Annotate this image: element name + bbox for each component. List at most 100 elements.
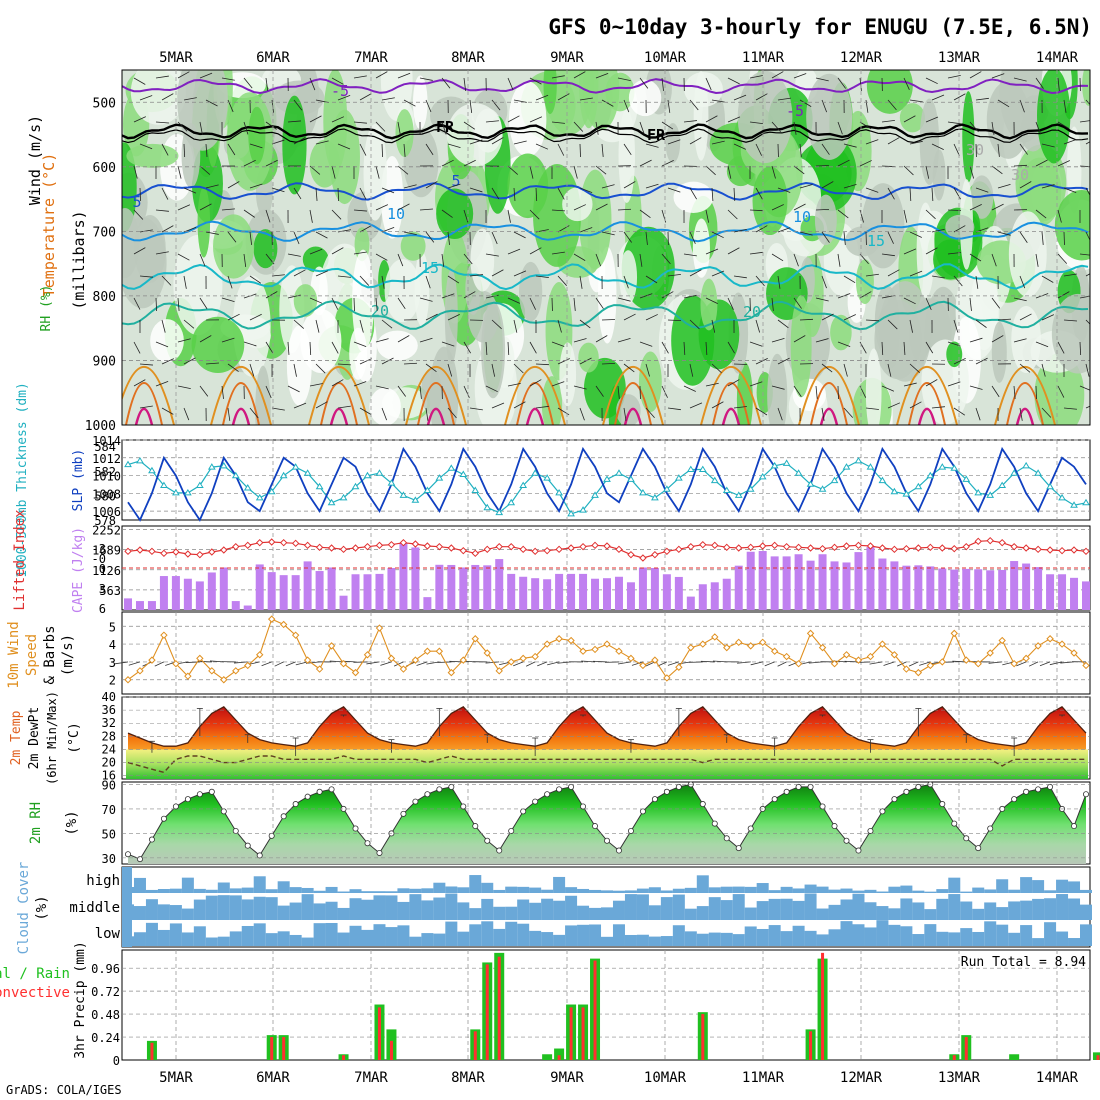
thickness-point <box>866 463 875 470</box>
wind-barb <box>491 187 500 200</box>
wind-barb <box>931 187 934 201</box>
cape-bar <box>591 578 600 610</box>
li-point <box>459 546 468 555</box>
cloud-cover-bar <box>900 898 913 920</box>
wind-barb <box>557 143 565 156</box>
wind-barb <box>887 137 900 145</box>
li-point <box>232 542 240 551</box>
cape-bar <box>579 573 588 610</box>
wind-barb <box>309 248 323 255</box>
wind-barb <box>667 187 681 193</box>
wind-barb <box>205 231 219 235</box>
wind-barb <box>315 270 329 277</box>
thickness-point <box>674 474 683 481</box>
wind-barb <box>705 248 719 255</box>
rh-point <box>424 791 431 798</box>
wind-barb <box>227 181 240 189</box>
wind10m-point <box>423 647 432 655</box>
cape-bar <box>411 547 420 610</box>
cloud-cover-bar <box>265 889 278 893</box>
wind-barb <box>535 94 549 101</box>
cloud-cover-bar <box>409 936 422 946</box>
li-point <box>770 541 779 550</box>
wind10m-point <box>375 624 384 632</box>
wind-barb <box>755 319 761 333</box>
wind-barb <box>865 139 879 145</box>
wind-barb <box>705 209 710 223</box>
li-point <box>196 550 204 559</box>
wind10m-barb <box>557 661 572 664</box>
thickness-point <box>375 469 384 476</box>
cloud-cover-bar <box>660 890 673 893</box>
wind-barb <box>293 269 306 277</box>
li-point <box>351 544 360 552</box>
isotherm <box>122 123 1089 140</box>
cape-bar <box>495 559 504 610</box>
wind10m-point <box>256 651 264 659</box>
wind-barb <box>535 275 549 279</box>
wind-barb <box>821 143 830 155</box>
cloud-cover-bar <box>948 932 961 946</box>
cloud-cover-bar <box>828 929 841 946</box>
wind-barb <box>991 165 1003 175</box>
cloud-cover-bar <box>972 931 985 946</box>
thickness-point <box>1022 461 1031 469</box>
li-point <box>495 542 503 551</box>
wind-barb <box>353 75 367 79</box>
thickness-point <box>267 487 276 495</box>
wind-barb <box>887 319 898 330</box>
wind-barb <box>177 204 191 211</box>
wind-barb <box>925 165 930 179</box>
rh-point <box>160 815 167 822</box>
rh-shade <box>700 278 718 331</box>
wind10m-barb <box>712 660 727 663</box>
thickness-point <box>615 469 623 476</box>
rh-point <box>1011 796 1018 803</box>
wind-barb <box>601 231 615 236</box>
wind-barb <box>221 208 235 211</box>
rh-point <box>747 825 754 832</box>
cape-bar <box>124 598 132 610</box>
cape-bar <box>734 565 743 610</box>
cloud-cover-bar <box>852 893 865 920</box>
wind-barb <box>683 253 697 257</box>
cape-bar <box>387 568 396 610</box>
cape-bar <box>902 565 911 610</box>
cloud-cover-bar <box>553 934 566 946</box>
wind-barb <box>623 313 636 321</box>
wind-barb <box>243 209 255 218</box>
cloud-cover-bar <box>181 932 194 946</box>
cloud-cover-bar <box>313 923 326 946</box>
precip-conv-bar <box>952 1055 956 1060</box>
wind-barb <box>1019 275 1026 289</box>
wind-barb <box>155 297 157 312</box>
cloud-cover-bar <box>481 921 494 946</box>
wind-barb <box>133 209 144 220</box>
rh-point <box>280 813 287 820</box>
wind-barb <box>623 231 632 243</box>
cape-bar <box>279 575 288 610</box>
wind-barb <box>447 313 460 321</box>
isotherm <box>125 382 163 425</box>
wind-barb <box>221 297 235 302</box>
wind10m-barb <box>952 660 967 663</box>
thickness-point <box>279 471 288 479</box>
wind10m-point <box>782 652 791 661</box>
rh-point <box>208 788 215 795</box>
cape-bar <box>794 554 803 610</box>
wind-barb <box>463 209 469 223</box>
date-label-top: 10MAR <box>644 50 687 66</box>
wind-barb <box>557 319 562 333</box>
cape-bar <box>674 576 683 610</box>
wind-barb <box>205 143 208 157</box>
wind10m-barb <box>128 661 141 666</box>
wind-barb <box>535 187 538 202</box>
wind-barb <box>661 77 664 91</box>
cloud-yunit: (%) <box>34 895 50 920</box>
cloud-cover-bar <box>301 937 314 946</box>
wind-barb <box>1079 253 1090 256</box>
cloud-cover-bar <box>397 925 410 946</box>
thickness-ytick: 580 <box>94 489 116 503</box>
wind-barb <box>199 203 212 211</box>
wind-barb <box>227 407 231 421</box>
